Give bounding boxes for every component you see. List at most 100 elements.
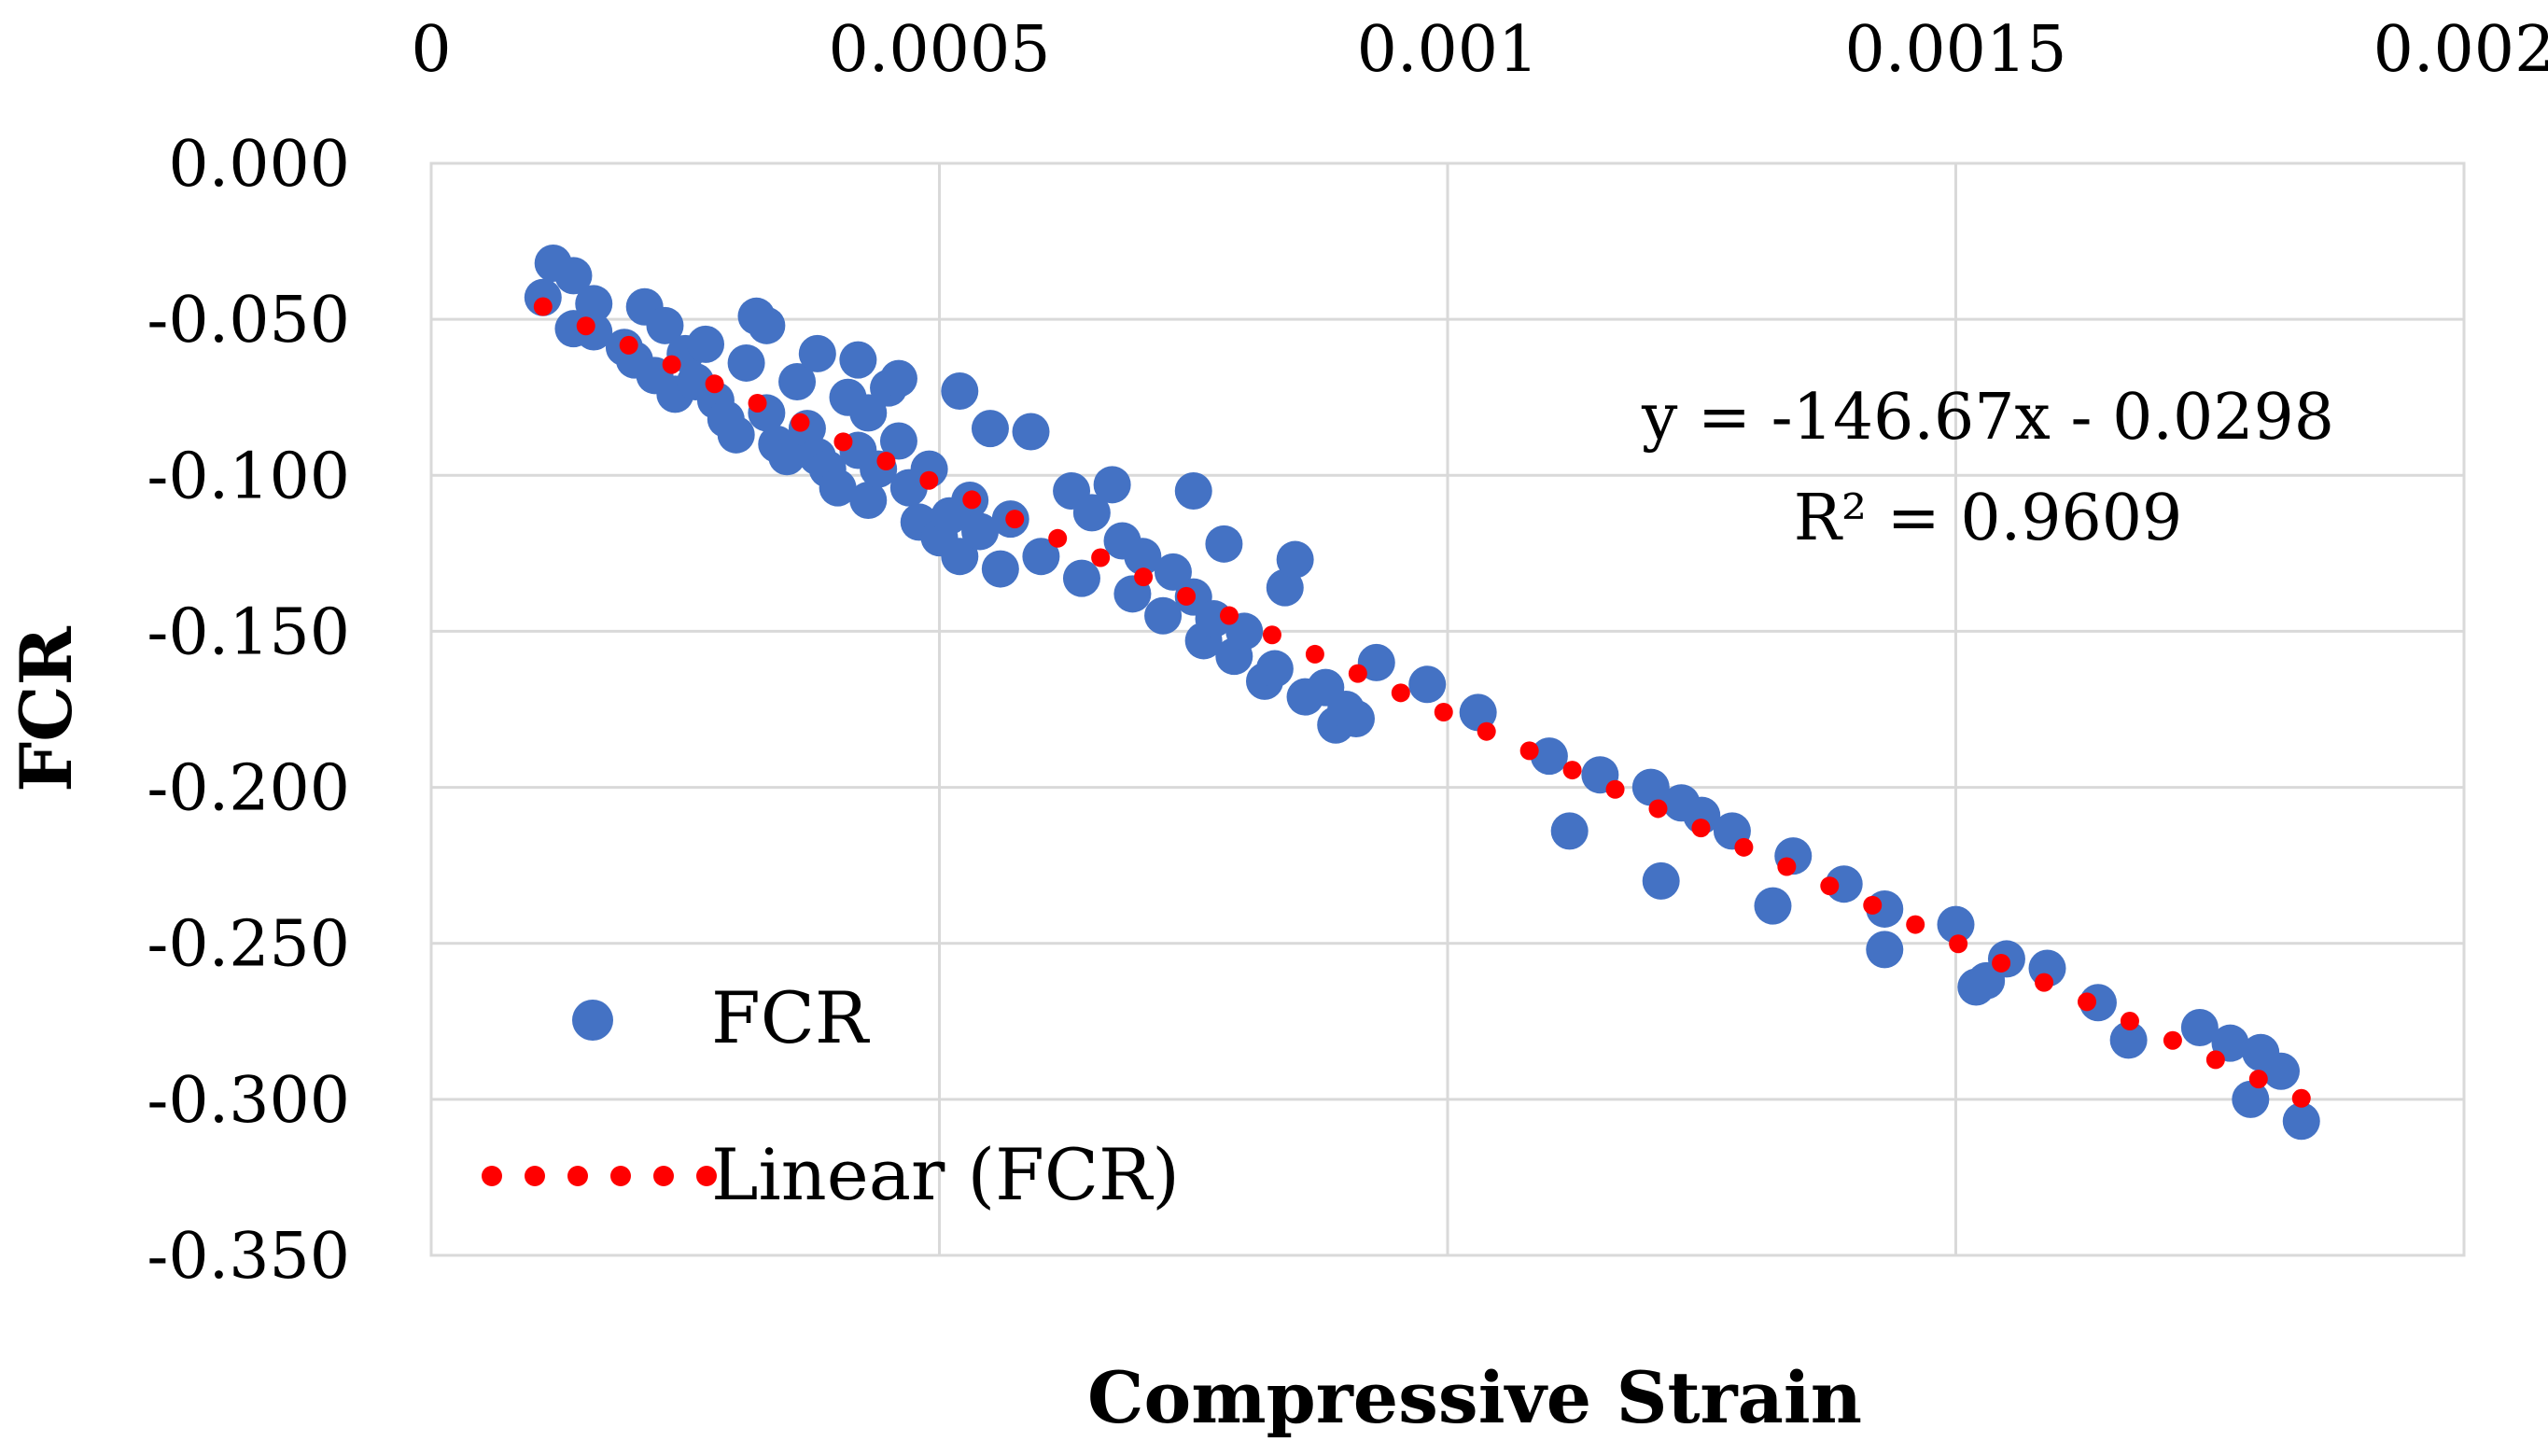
data-point — [575, 285, 613, 323]
y-axis-tick-labels: 0.000 -0.050 -0.100 -0.150 -0.200 -0.250 -0.30… — [147, 128, 350, 1294]
data-point — [1144, 596, 1183, 635]
trendline-dot — [1091, 548, 1111, 567]
data-point — [1174, 472, 1212, 510]
trendline-dot — [1005, 510, 1025, 529]
data-point — [727, 343, 765, 382]
data-point — [748, 306, 786, 344]
x-tick-label: 0.0005 — [829, 13, 1051, 87]
x-tick-label: 0.0015 — [1845, 13, 2067, 87]
data-point — [646, 306, 684, 344]
trendline-dot — [1863, 895, 1883, 915]
trendline-dot — [1906, 915, 1925, 934]
data-point — [819, 469, 857, 507]
data-point — [717, 415, 755, 454]
y-tick-label: -0.100 — [147, 440, 350, 513]
data-point — [849, 482, 888, 520]
legend-label-fcr: FCR — [711, 976, 871, 1059]
trendline-dot — [1820, 876, 1840, 896]
data-point — [1459, 693, 1497, 732]
data-point — [554, 257, 593, 295]
data-point — [1124, 538, 1162, 576]
data-point — [1631, 768, 1670, 806]
data-point — [849, 394, 888, 432]
trendline-dot — [833, 432, 853, 452]
trendline-dot — [576, 316, 595, 336]
trendline-dot — [1734, 837, 1754, 857]
trendline-dot — [1562, 761, 1582, 780]
trendline-dot — [2205, 1050, 2225, 1070]
data-point — [1072, 494, 1111, 532]
trendline-dot — [748, 393, 767, 413]
legend-trendline-dots-icon — [482, 1166, 717, 1186]
data-point — [1337, 700, 1375, 738]
data-point — [971, 410, 1009, 448]
trendline-dot — [1949, 934, 1968, 954]
data-point — [941, 372, 979, 411]
legend-trendline-dot — [482, 1166, 502, 1186]
trendline-dot — [1177, 586, 1197, 606]
trendline-dot — [1048, 528, 1068, 548]
trendline-dot — [2163, 1030, 2182, 1050]
y-tick-label: -0.050 — [147, 284, 350, 357]
trendline-dot — [876, 452, 896, 471]
data-point — [1012, 413, 1050, 451]
trendline-dot — [662, 355, 681, 374]
data-point — [1357, 643, 1395, 681]
legend-trendline-dot — [610, 1166, 631, 1186]
data-point — [2261, 1052, 2300, 1090]
trendline-dot — [1605, 779, 1625, 799]
x-axis-title: Compressive Strain — [1087, 1356, 1862, 1439]
data-point — [1937, 905, 1975, 944]
x-tick-label: 0.001 — [1357, 13, 1539, 87]
trendline-dot — [791, 413, 810, 432]
data-point — [1642, 861, 1680, 900]
data-point — [2180, 1008, 2219, 1046]
trendline-dot — [2078, 992, 2097, 1012]
data-point — [1266, 568, 1304, 607]
data-point — [879, 359, 917, 398]
data-point — [1255, 650, 1294, 688]
data-point — [941, 538, 979, 576]
data-point — [981, 550, 1019, 588]
trendline-r-squared: R² = 0.9609 — [1794, 482, 2183, 555]
data-point — [1408, 665, 1447, 704]
y-tick-label: -0.300 — [147, 1064, 350, 1138]
legend-label-linear-fcr: Linear (FCR) — [711, 1133, 1180, 1216]
data-point — [961, 512, 1000, 551]
data-point — [1062, 559, 1100, 597]
legend-trendline-dot — [567, 1166, 588, 1186]
chart-legend: FCR Linear (FCR) — [482, 976, 1180, 1216]
trendline-dot — [533, 297, 553, 316]
trendline-dot — [1519, 741, 1539, 761]
trendline-dot — [1134, 567, 1154, 587]
trendline-dot — [2248, 1070, 2268, 1089]
data-point — [1276, 540, 1314, 579]
y-tick-label: -0.250 — [147, 908, 350, 982]
plot-area-border — [429, 161, 2466, 1257]
y-tick-label: -0.200 — [147, 752, 350, 826]
data-point — [2232, 1080, 2270, 1118]
fcr-data-points — [524, 244, 2320, 1141]
data-point — [879, 422, 917, 460]
y-tick-label: -0.350 — [147, 1220, 350, 1294]
legend-trendline-dot — [653, 1166, 674, 1186]
trendline-dot — [705, 374, 724, 394]
trendline-dot — [1434, 703, 1453, 722]
data-point — [2282, 1102, 2320, 1141]
y-tick-label: 0.000 — [168, 128, 350, 202]
trendline-dot — [2291, 1088, 2311, 1108]
data-point — [798, 334, 836, 372]
trendline-dot — [1648, 799, 1668, 819]
data-point — [1154, 553, 1192, 591]
trendline-dot — [1305, 644, 1324, 664]
trendline-dot — [1219, 606, 1239, 625]
data-point — [687, 325, 725, 363]
trendline-dot — [2035, 973, 2054, 992]
data-point — [839, 341, 877, 379]
data-point — [768, 438, 806, 476]
y-tick-label: -0.150 — [147, 595, 350, 669]
trendline-dot — [1477, 721, 1496, 741]
